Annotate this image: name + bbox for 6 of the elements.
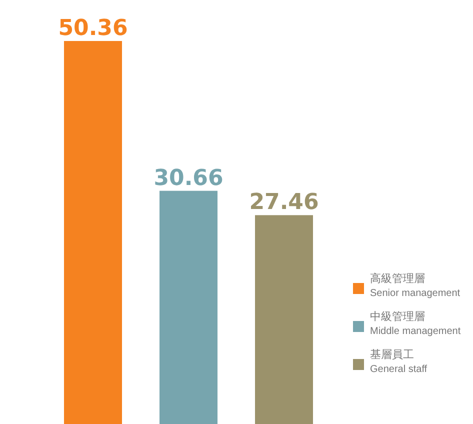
legend-label: 高級管理層 Senior management (370, 272, 460, 299)
data-label: 50.36 (58, 16, 128, 41)
legend-label: 基層員工 General staff (370, 348, 428, 375)
data-label: 30.66 (154, 166, 224, 191)
data-label: 27.46 (249, 190, 319, 216)
legend-label: 中級管理層 Middle management (370, 310, 461, 337)
